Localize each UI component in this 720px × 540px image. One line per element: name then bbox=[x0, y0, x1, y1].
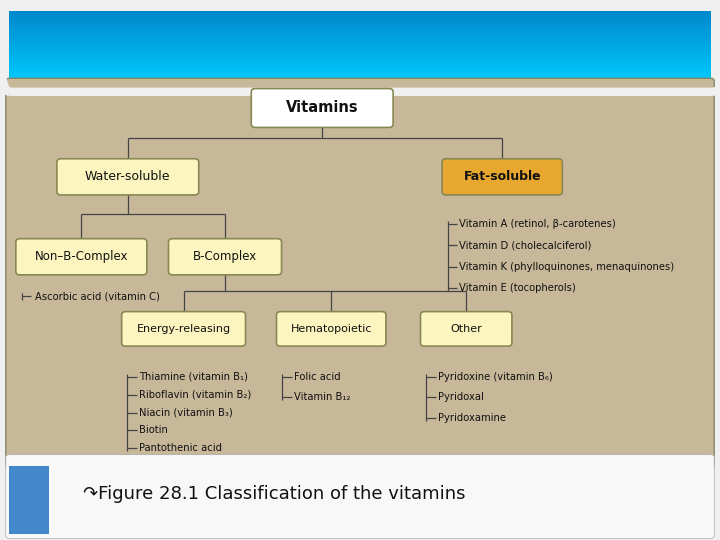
Text: Pyridoxal: Pyridoxal bbox=[438, 393, 484, 402]
Bar bbox=[9, 20, 711, 22]
Bar bbox=[9, 22, 711, 24]
Bar bbox=[9, 27, 711, 29]
Bar bbox=[9, 29, 711, 31]
Text: Thiamine (vitamin B₁): Thiamine (vitamin B₁) bbox=[139, 372, 248, 382]
Bar bbox=[9, 11, 711, 12]
Bar bbox=[9, 44, 711, 45]
FancyBboxPatch shape bbox=[122, 312, 246, 346]
Bar bbox=[9, 64, 711, 65]
FancyBboxPatch shape bbox=[6, 78, 714, 467]
Bar bbox=[9, 65, 711, 68]
Text: Pyridoxamine: Pyridoxamine bbox=[438, 413, 505, 423]
Bar bbox=[9, 75, 711, 76]
Bar bbox=[9, 76, 711, 78]
Bar bbox=[9, 25, 711, 27]
Bar bbox=[9, 38, 711, 40]
Bar bbox=[9, 51, 711, 53]
Text: Vitamin K (phylloquinones, menaquinones): Vitamin K (phylloquinones, menaquinones) bbox=[459, 262, 674, 272]
Bar bbox=[9, 69, 711, 71]
Text: Vitamin E (tocopherols): Vitamin E (tocopherols) bbox=[459, 284, 575, 293]
Text: Fat-soluble: Fat-soluble bbox=[464, 170, 541, 184]
Bar bbox=[9, 53, 711, 55]
FancyBboxPatch shape bbox=[251, 89, 393, 127]
Bar bbox=[9, 60, 711, 62]
Bar bbox=[9, 73, 711, 75]
Bar bbox=[9, 18, 711, 20]
Text: Pyridoxine (vitamin B₆): Pyridoxine (vitamin B₆) bbox=[438, 372, 552, 382]
FancyBboxPatch shape bbox=[276, 312, 386, 346]
Text: ↷Figure 28.1 Classification of the vitamins: ↷Figure 28.1 Classification of the vitam… bbox=[83, 485, 465, 503]
Bar bbox=[9, 58, 711, 60]
Bar bbox=[9, 82, 711, 84]
Bar bbox=[9, 12, 711, 15]
Text: Ascorbic acid (vitamin C): Ascorbic acid (vitamin C) bbox=[35, 292, 159, 301]
Bar bbox=[9, 466, 49, 534]
Bar bbox=[9, 35, 711, 36]
Bar bbox=[9, 32, 711, 35]
Text: Riboflavin (vitamin B₂): Riboflavin (vitamin B₂) bbox=[139, 390, 251, 400]
Bar bbox=[9, 56, 711, 58]
FancyBboxPatch shape bbox=[16, 239, 147, 275]
Text: Vitamin A (retinol, β-carotenes): Vitamin A (retinol, β-carotenes) bbox=[459, 219, 616, 228]
Bar bbox=[9, 78, 711, 80]
Text: B-Complex: B-Complex bbox=[193, 250, 257, 264]
FancyBboxPatch shape bbox=[6, 455, 714, 538]
Text: Water-soluble: Water-soluble bbox=[85, 170, 171, 184]
Bar bbox=[9, 40, 711, 42]
Bar bbox=[9, 68, 711, 69]
Text: Biotin: Biotin bbox=[139, 426, 168, 435]
Bar bbox=[9, 49, 711, 51]
Bar bbox=[9, 48, 711, 49]
Text: Pantothenic acid: Pantothenic acid bbox=[139, 443, 222, 453]
Bar bbox=[9, 16, 711, 18]
Bar bbox=[9, 71, 711, 73]
Text: Energy-releasing: Energy-releasing bbox=[137, 324, 230, 334]
Bar bbox=[9, 62, 711, 64]
Bar bbox=[9, 31, 711, 32]
Text: Niacin (vitamin B₃): Niacin (vitamin B₃) bbox=[139, 408, 233, 417]
Bar bbox=[9, 36, 711, 38]
FancyBboxPatch shape bbox=[168, 239, 282, 275]
Bar bbox=[9, 42, 711, 44]
Text: Non–B-Complex: Non–B-Complex bbox=[35, 250, 128, 264]
Text: Vitamin B₁₂: Vitamin B₁₂ bbox=[294, 393, 350, 402]
Text: Vitamin D (cholecalciferol): Vitamin D (cholecalciferol) bbox=[459, 240, 591, 250]
Text: Hematopoietic: Hematopoietic bbox=[290, 324, 372, 334]
FancyBboxPatch shape bbox=[420, 312, 512, 346]
FancyBboxPatch shape bbox=[57, 159, 199, 195]
Bar bbox=[9, 24, 711, 25]
FancyBboxPatch shape bbox=[442, 159, 562, 195]
Bar bbox=[9, 80, 711, 82]
Text: Vitamins: Vitamins bbox=[286, 100, 359, 116]
Text: Other: Other bbox=[450, 324, 482, 334]
Bar bbox=[9, 15, 711, 16]
Bar bbox=[9, 55, 711, 56]
Bar bbox=[9, 45, 711, 47]
Text: Folic acid: Folic acid bbox=[294, 372, 341, 382]
